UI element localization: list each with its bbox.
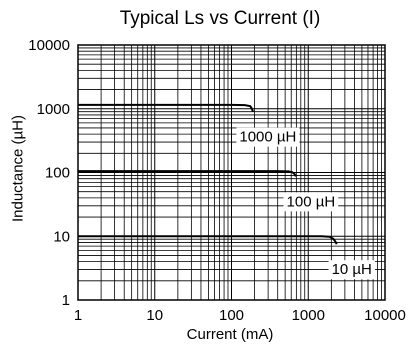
y-tick-label: 1: [62, 292, 70, 309]
plot-frame: [77, 44, 386, 301]
series-label: 100 µH: [287, 193, 336, 210]
series-label: 10 µH: [332, 261, 372, 278]
series-line: [78, 170, 297, 177]
x-tick-label: 1000: [292, 307, 325, 324]
series-label-background: [283, 192, 339, 212]
y-tick-label: 100: [45, 165, 70, 182]
grid: [77, 44, 386, 301]
x-tick-label: 100: [219, 307, 244, 324]
x-tick-label: 10: [146, 307, 163, 324]
x-tick-label: 1: [74, 307, 82, 324]
series-line: [78, 235, 338, 245]
series-label: 1000 µH: [239, 129, 296, 146]
y-tick-label: 1000: [37, 101, 70, 118]
x-tick-label: 10000: [364, 307, 406, 324]
chart-title: Typical Ls vs Current (I): [119, 8, 321, 29]
series-line: [78, 103, 254, 112]
x-axis-label: Current (mA): [186, 326, 274, 343]
series-label-background: [236, 127, 300, 147]
series-label-background: [328, 260, 375, 280]
y-tick-label: 10: [53, 228, 70, 245]
y-tick-label: 10000: [28, 37, 70, 54]
